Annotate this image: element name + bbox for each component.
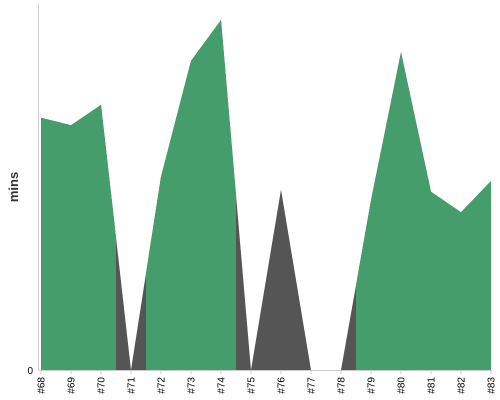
- y-tick-label: 0: [27, 366, 33, 377]
- y-tick-layer: 0: [27, 366, 33, 377]
- x-tick-label: #75: [247, 377, 258, 394]
- x-tick-label: #76: [277, 377, 288, 394]
- area-layer: [41, 20, 491, 371]
- x-tick-label: #71: [127, 377, 138, 394]
- x-tick-label: #82: [457, 377, 468, 394]
- x-tick-label: #80: [397, 377, 408, 394]
- x-tick-label: #69: [67, 377, 78, 394]
- x-tick-label: #70: [97, 377, 108, 394]
- x-tick-label: #83: [487, 377, 498, 394]
- x-tick-label: #81: [427, 377, 438, 394]
- x-tick-label: #72: [157, 377, 168, 394]
- x-tick-label: #73: [187, 377, 198, 394]
- area-series-foreground: [41, 20, 491, 371]
- x-tick-label: #78: [337, 377, 348, 394]
- y-axis-title: mins: [6, 172, 21, 202]
- x-tick-label: #74: [217, 377, 228, 394]
- x-tick-label: #68: [37, 377, 48, 394]
- x-tick-label: #79: [367, 377, 378, 394]
- x-tick-label: #77: [307, 377, 318, 394]
- x-tick-layer: #68 #69 #70 #71 #72 #73 #74 #75 #76 #77 #78 #79 #80 #…: [37, 370, 498, 394]
